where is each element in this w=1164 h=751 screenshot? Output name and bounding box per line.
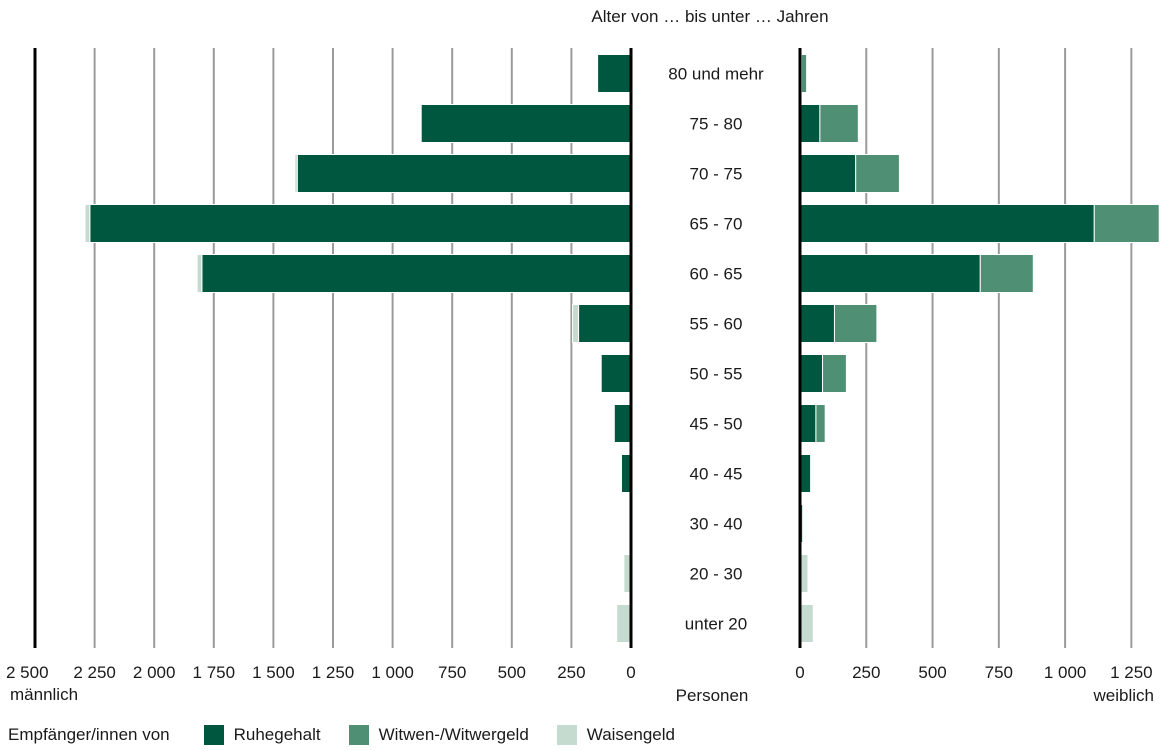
age-group-labels: 80 und mehr 75 - 80 70 - 75 65 - 70 60 - 65 5… bbox=[668, 65, 764, 634]
bar-female-ruhegehalt bbox=[799, 354, 824, 393]
bar-female-waisengeld bbox=[799, 604, 814, 643]
bar-male-waisengeld bbox=[572, 304, 580, 343]
bar-male-waisengeld bbox=[196, 254, 203, 293]
age-group-label: 80 und mehr bbox=[668, 65, 764, 84]
age-group-label: 40 - 45 bbox=[690, 465, 743, 484]
chart-title: Alter von … bis unter … Jahren bbox=[591, 7, 828, 26]
male-axis-label: männlich bbox=[10, 685, 78, 704]
bar-male-ruhegehalt bbox=[296, 154, 632, 193]
bar-female-witwengeld bbox=[1093, 204, 1160, 243]
bar-female-ruhegehalt bbox=[799, 304, 835, 343]
x-tick-label-female: 1 250 bbox=[1110, 663, 1153, 682]
legend-item-witwengeld: Witwen-/Witwergeld bbox=[348, 725, 529, 745]
age-group-label: 55 - 60 bbox=[690, 315, 743, 334]
bars-female bbox=[798, 48, 1160, 648]
bar-male-ruhegehalt bbox=[420, 104, 632, 143]
legend-item-waisengeld: Waisengeld bbox=[556, 725, 675, 745]
bar-female-witwengeld bbox=[979, 254, 1034, 293]
age-group-label: 60 - 65 bbox=[690, 265, 743, 284]
legend-item-ruhegehalt: Ruhegehalt bbox=[203, 725, 321, 745]
bar-male-waisengeld bbox=[294, 154, 298, 193]
bar-female-witwengeld bbox=[800, 54, 808, 93]
x-tick-label-male: 1 000 bbox=[371, 663, 414, 682]
bar-female-witwengeld bbox=[822, 354, 847, 393]
bar-female-witwengeld bbox=[833, 304, 878, 343]
x-tick-label-male: 1 250 bbox=[312, 663, 355, 682]
legend-label-waisengeld: Waisengeld bbox=[586, 725, 675, 744]
bar-female-witwengeld bbox=[855, 154, 900, 193]
age-group-label: 65 - 70 bbox=[690, 215, 743, 234]
age-group-label: 75 - 80 bbox=[690, 115, 743, 134]
bar-female-ruhegehalt bbox=[799, 204, 1095, 243]
age-group-label: 50 - 55 bbox=[690, 365, 743, 384]
bar-female-ruhegehalt bbox=[799, 454, 812, 493]
x-tick-label-male: 0 bbox=[626, 663, 635, 682]
x-tick-label-male: 500 bbox=[498, 663, 526, 682]
bar-female-ruhegehalt bbox=[799, 104, 821, 143]
x-tick-label-female: 500 bbox=[918, 663, 946, 682]
x-tick-label-female: 1 000 bbox=[1044, 663, 1087, 682]
age-group-label: 30 - 40 bbox=[690, 515, 743, 534]
x-ticks-male: 2 500 2 250 2 000 1 750 1 500 1 250 1 000 750 50… bbox=[6, 663, 636, 682]
x-tick-label-male: 1 500 bbox=[252, 663, 295, 682]
x-tick-label-male: 250 bbox=[557, 663, 585, 682]
bar-female-ruhegehalt bbox=[799, 404, 817, 443]
bar-female-witwengeld bbox=[819, 104, 859, 143]
x-tick-label-female: 0 bbox=[795, 663, 804, 682]
bar-female-witwengeld bbox=[815, 404, 826, 443]
bar-female-ruhegehalt bbox=[799, 154, 857, 193]
bar-male-ruhegehalt bbox=[613, 404, 632, 443]
legend-swatch-waisengeld bbox=[556, 725, 577, 745]
age-group-label: 20 - 30 bbox=[690, 565, 743, 584]
female-axis-label: weiblich bbox=[1093, 686, 1154, 705]
legend-swatch-witwengeld bbox=[348, 725, 369, 745]
legend-swatch-ruhegehalt bbox=[203, 725, 224, 745]
legend-label-ruhegehalt: Ruhegehalt bbox=[233, 725, 321, 744]
bar-male-ruhegehalt bbox=[89, 204, 632, 243]
legend: Empfänger/innen von Ruhegehalt Witwen-/W… bbox=[8, 722, 703, 748]
x-tick-label-male: 2 500 bbox=[6, 663, 49, 682]
age-group-label: 45 - 50 bbox=[690, 415, 743, 434]
bar-male-waisengeld bbox=[84, 204, 91, 243]
x-tick-label-male: 2 000 bbox=[133, 663, 176, 682]
bar-male-ruhegehalt bbox=[578, 304, 632, 343]
x-tick-label-male: 750 bbox=[438, 663, 466, 682]
legend-label-witwengeld: Witwen-/Witwergeld bbox=[378, 725, 529, 744]
x-tick-label-male: 1 750 bbox=[193, 663, 236, 682]
bar-male-ruhegehalt bbox=[597, 54, 632, 93]
x-axis-label: Personen bbox=[676, 686, 749, 705]
age-group-label: unter 20 bbox=[685, 615, 747, 634]
bars-male bbox=[84, 48, 633, 648]
bar-male-ruhegehalt bbox=[600, 354, 632, 393]
bar-male-waisengeld bbox=[616, 604, 632, 643]
age-group-label: 70 - 75 bbox=[690, 165, 743, 184]
bar-male-ruhegehalt bbox=[201, 254, 632, 293]
x-tick-label-female: 750 bbox=[985, 663, 1013, 682]
bar-female-ruhegehalt bbox=[799, 254, 981, 293]
x-tick-label-female: 250 bbox=[852, 663, 880, 682]
legend-title: Empfänger/innen von bbox=[8, 725, 170, 744]
x-tick-label-male: 2 250 bbox=[73, 663, 116, 682]
